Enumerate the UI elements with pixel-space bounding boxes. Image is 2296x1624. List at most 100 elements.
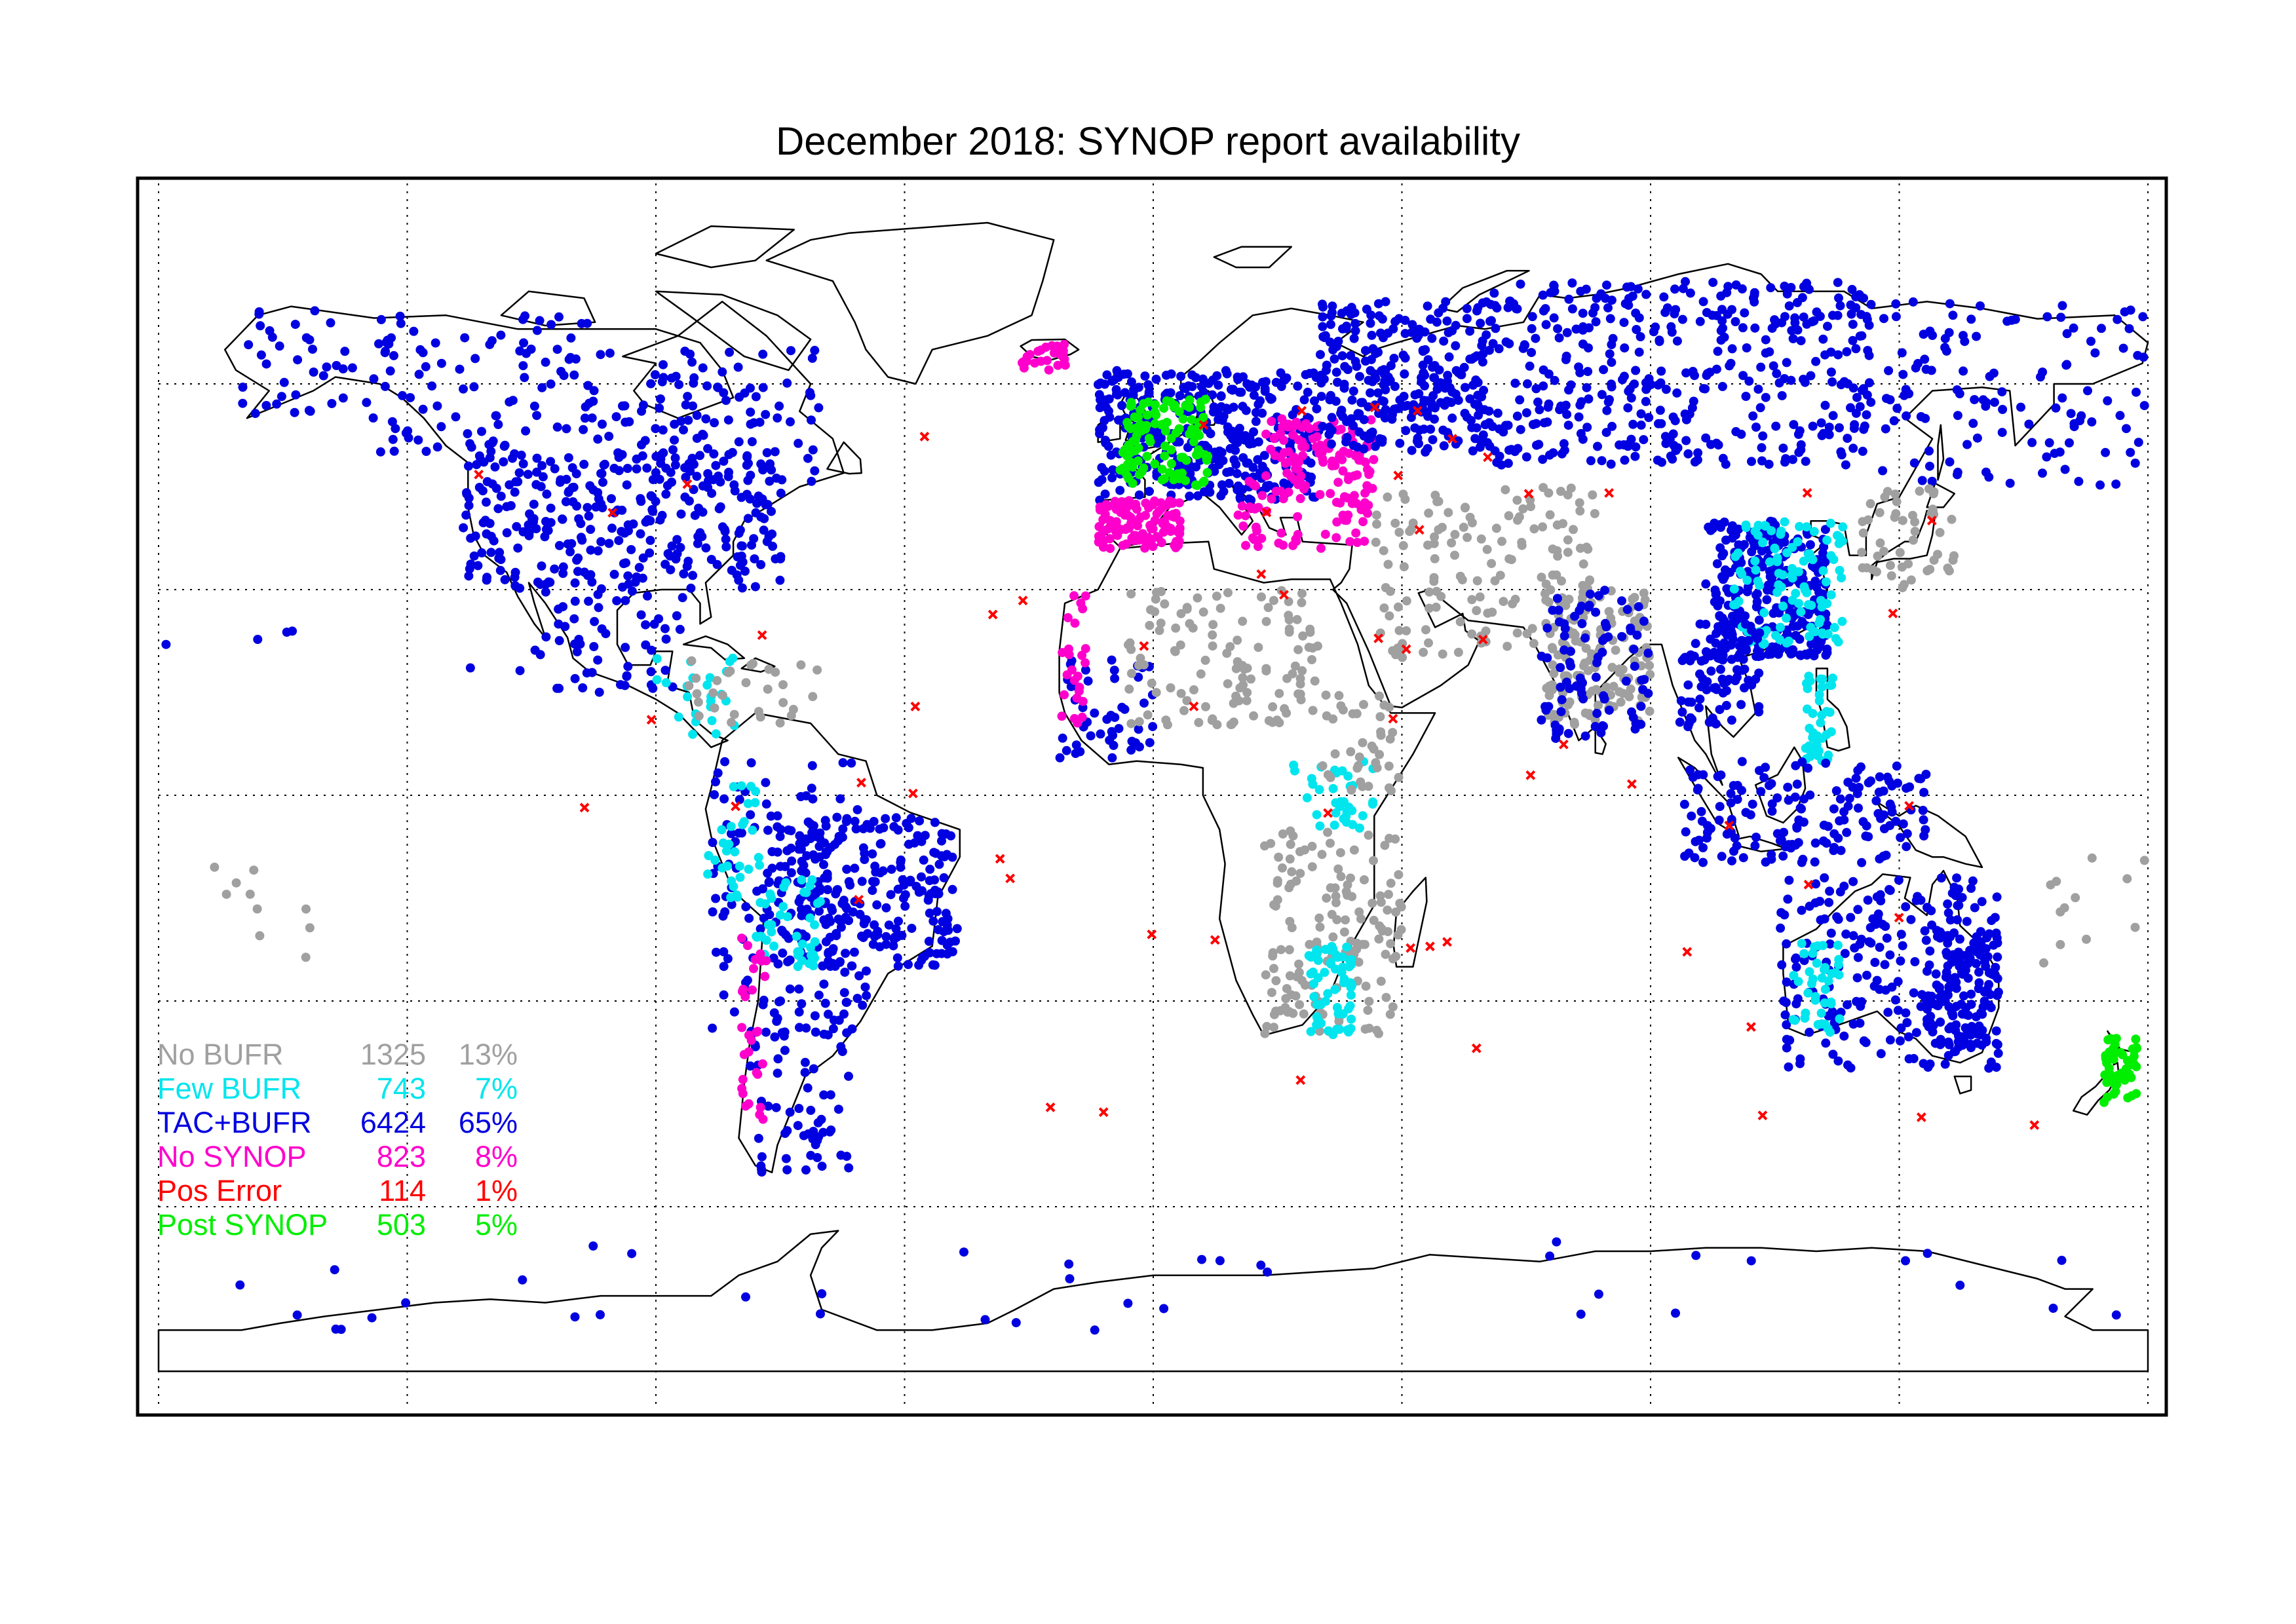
station-marker	[1095, 425, 1105, 434]
station-marker	[1602, 406, 1612, 415]
station-marker	[1753, 576, 1763, 586]
station-marker	[1617, 632, 1627, 641]
station-marker	[1264, 716, 1274, 726]
station-marker	[401, 1298, 411, 1308]
station-marker	[409, 326, 419, 336]
station-marker	[646, 491, 656, 500]
station-marker	[1607, 421, 1617, 431]
station-marker	[546, 320, 556, 330]
station-marker	[1782, 548, 1792, 557]
station-marker	[650, 370, 660, 379]
station-marker	[1886, 561, 1895, 571]
station-marker	[1480, 420, 1490, 430]
station-marker	[1108, 465, 1118, 475]
novaya-zemlya-coastline	[1440, 270, 1530, 313]
station-marker	[612, 596, 622, 605]
station-marker	[1898, 516, 1907, 525]
station-marker	[1064, 650, 1074, 660]
station-marker	[1360, 537, 1369, 546]
station-marker	[391, 424, 400, 434]
station-marker	[587, 668, 597, 677]
station-marker	[1053, 360, 1063, 370]
station-marker	[1767, 779, 1776, 789]
station-marker	[1484, 406, 1494, 416]
station-marker	[1787, 326, 1797, 335]
station-marker	[1824, 1011, 1833, 1021]
station-marker	[1805, 967, 1814, 977]
station-marker	[723, 415, 733, 425]
station-marker	[1272, 895, 1282, 905]
station-marker	[1966, 989, 1976, 999]
station-marker	[1857, 548, 1867, 557]
station-marker	[2083, 386, 2092, 396]
station-marker	[1672, 388, 1682, 398]
station-marker	[1120, 388, 1130, 398]
station-marker	[1902, 829, 1912, 839]
station-marker	[1578, 309, 1588, 318]
station-marker	[626, 545, 636, 554]
station-marker	[1653, 380, 1663, 390]
station-marker	[1297, 589, 1307, 598]
station-marker	[1833, 915, 1843, 924]
station-marker	[622, 480, 632, 490]
station-marker	[799, 1131, 809, 1141]
station-marker	[1713, 347, 1723, 356]
station-marker	[1684, 719, 1694, 728]
station-marker	[436, 422, 446, 432]
station-marker	[1347, 806, 1357, 816]
station-marker	[1062, 670, 1072, 680]
station-marker	[1769, 361, 1778, 371]
station-marker	[2131, 1034, 2141, 1044]
station-marker	[231, 878, 241, 888]
station-marker	[430, 338, 440, 348]
station-marker	[1339, 978, 1349, 987]
station-marker	[1306, 969, 1316, 979]
station-marker	[1620, 299, 1630, 309]
station-marker	[1095, 495, 1105, 505]
station-marker	[708, 838, 718, 847]
station-marker	[1848, 320, 1858, 330]
station-marker	[646, 379, 656, 388]
station-marker	[1833, 1056, 1843, 1066]
station-marker	[1345, 537, 1355, 546]
station-marker	[1943, 899, 1953, 909]
station-marker	[1334, 690, 1344, 700]
station-marker	[660, 624, 670, 633]
station-marker	[750, 798, 760, 808]
station-marker	[805, 913, 815, 923]
station-marker	[1175, 516, 1185, 526]
station-marker	[817, 1161, 827, 1171]
station-marker	[1717, 382, 1727, 391]
station-marker	[820, 998, 830, 1008]
station-marker	[1816, 595, 1826, 605]
station-marker	[1943, 1037, 1953, 1047]
station-marker	[851, 824, 861, 834]
station-marker	[1134, 412, 1143, 422]
station-marker	[1176, 371, 1186, 381]
station-marker	[1740, 683, 1749, 692]
station-marker	[754, 853, 763, 862]
station-marker	[721, 396, 731, 406]
station-marker	[818, 961, 828, 971]
station-marker	[518, 459, 528, 468]
station-marker	[1503, 459, 1513, 468]
station-marker	[786, 868, 796, 878]
pos-error-marker	[1604, 488, 1615, 498]
station-marker	[609, 569, 619, 579]
station-marker	[1553, 324, 1563, 333]
station-marker	[1885, 950, 1895, 960]
station-marker	[765, 889, 775, 899]
station-marker	[1872, 975, 1882, 985]
station-marker	[605, 349, 615, 358]
station-marker	[1742, 575, 1752, 585]
station-marker	[1518, 504, 1528, 514]
station-marker	[711, 461, 721, 470]
station-marker	[1475, 442, 1485, 452]
station-marker	[1851, 773, 1861, 783]
station-marker	[1563, 728, 1573, 738]
station-marker	[1820, 350, 1830, 360]
station-marker	[1182, 696, 1192, 706]
station-marker	[1170, 647, 1180, 656]
station-marker	[1890, 995, 1900, 1005]
station-marker	[1679, 799, 1689, 809]
